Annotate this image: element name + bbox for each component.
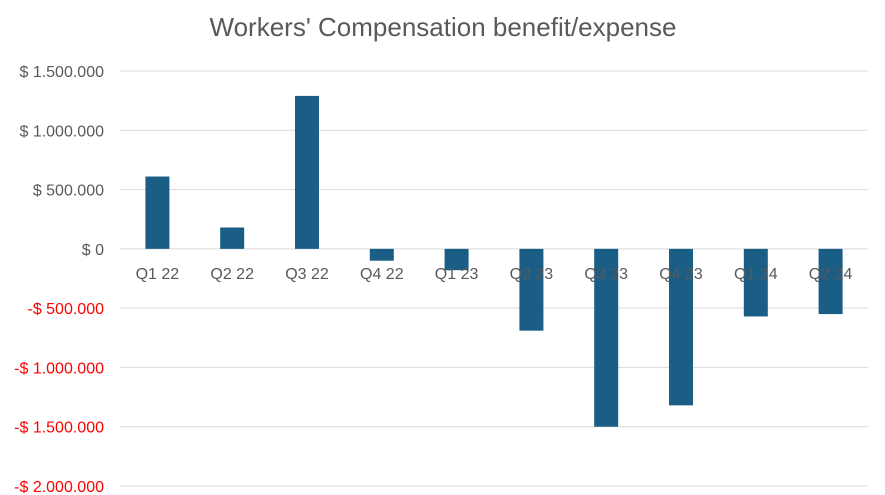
x-category-label: Q1 23: [435, 266, 479, 283]
x-category-label: Q1 24: [734, 266, 778, 283]
bar: [295, 95, 319, 249]
bar: [743, 248, 768, 317]
y-tick-label: $ 1.000.000: [19, 123, 104, 140]
bar: [519, 248, 544, 331]
bars: [145, 95, 843, 427]
x-category-label: Q3 22: [285, 266, 329, 283]
y-tick-label: -$ 500.000: [27, 301, 104, 318]
x-category-label: Q1 22: [136, 266, 180, 283]
y-tick-label: -$ 1.500.000: [14, 420, 104, 437]
x-category-label: Q2 24: [809, 266, 853, 283]
x-category-label: Q3 23: [584, 266, 628, 283]
bar: [594, 248, 619, 427]
x-category-label: Q2 23: [510, 266, 554, 283]
y-tick-label: -$ 2.000.000: [14, 479, 104, 495]
bar: [669, 248, 693, 406]
chart-title: Workers' Compensation benefit/expense: [210, 12, 677, 42]
x-category-label: Q4 22: [360, 266, 404, 283]
x-category-label: Q2 22: [210, 266, 254, 283]
bar: [369, 248, 394, 261]
gridlines: [120, 70, 868, 487]
x-category-label: Q4 23: [659, 266, 703, 283]
bar: [145, 176, 170, 249]
x-axis-category-labels: Q1 22 Q2 22 Q3 22 Q4 22 Q1 23 Q2 23 Q3 23 Q4 23…: [136, 266, 853, 283]
y-tick-label: -$ 1.000.000: [14, 360, 104, 377]
bar: [818, 248, 843, 315]
y-axis-tick-labels: $ 1.500.000 $ 1.000.000 $ 500.000 $ 0 -$ 500…: [14, 64, 104, 495]
y-tick-label: $ 1.500.000: [19, 64, 104, 81]
bar: [444, 248, 469, 271]
y-tick-label: $ 0: [82, 242, 104, 259]
y-tick-label: $ 500.000: [33, 183, 104, 200]
bar: [220, 227, 245, 249]
